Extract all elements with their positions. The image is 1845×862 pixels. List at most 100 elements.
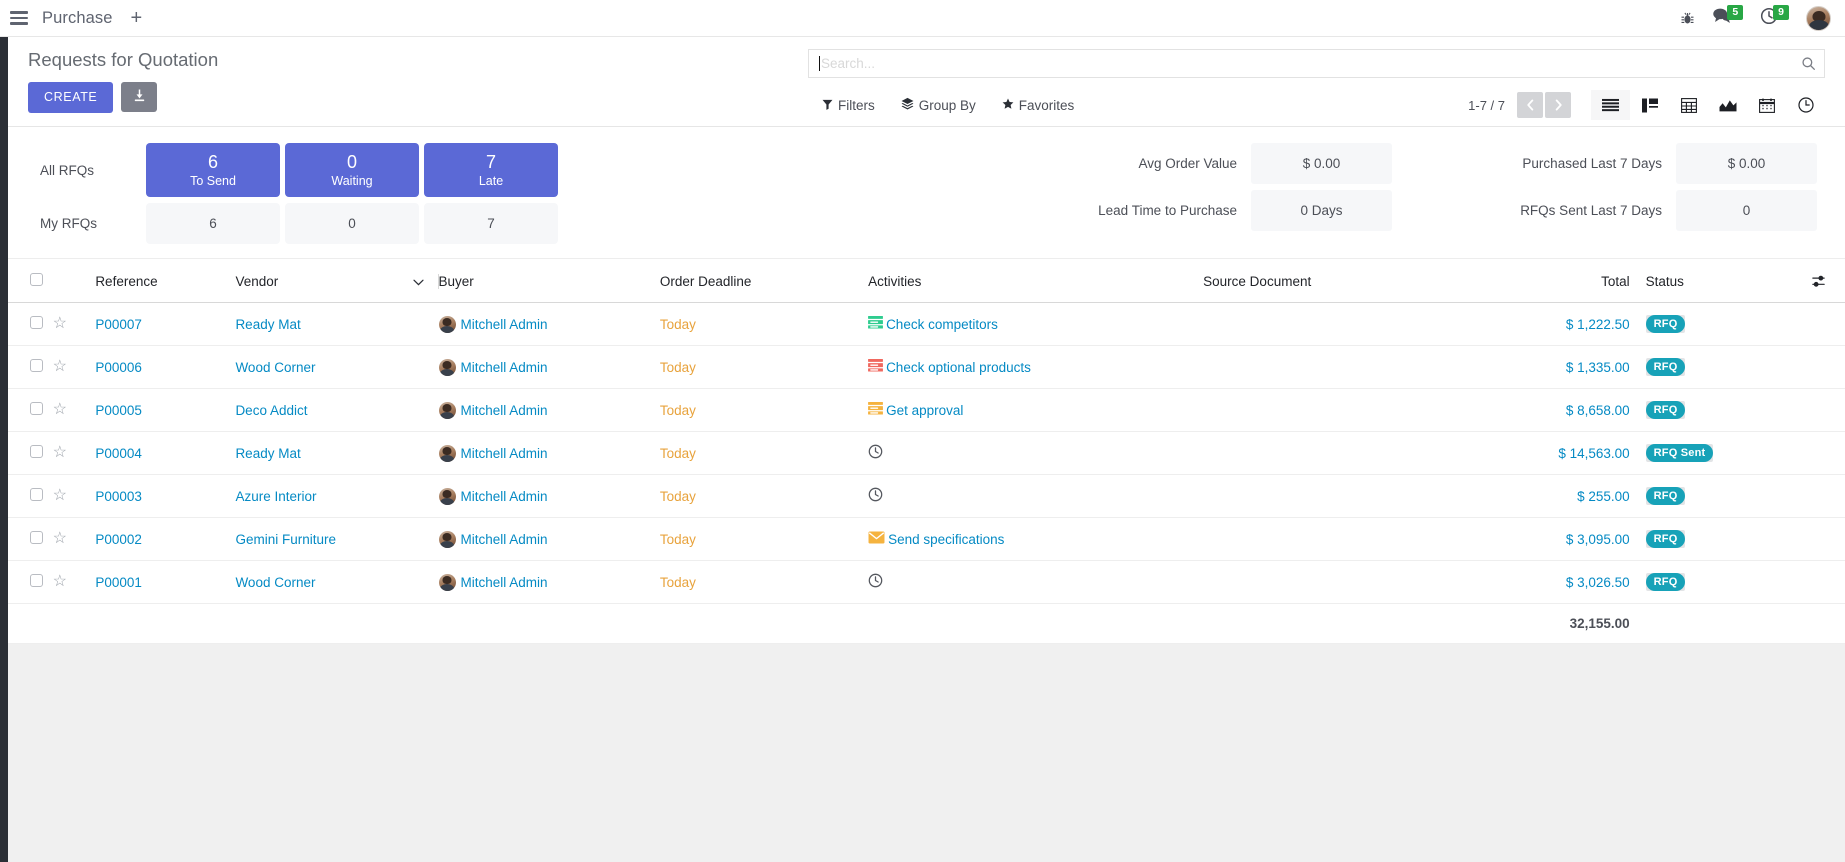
cell-vendor[interactable]: Ready Mat [235,302,439,346]
lead-time-to-purchase-value[interactable]: 0 Days [1251,190,1392,231]
my-tile-waiting[interactable]: 0 [285,203,419,244]
reference-link[interactable]: P00004 [95,445,142,461]
buyer-name[interactable]: Mitchell Admin [460,402,548,418]
checkbox-icon[interactable] [30,359,43,372]
buyer-name[interactable]: Mitchell Admin [460,316,548,332]
cell-reference[interactable]: P00006 [95,345,236,389]
cell-vendor[interactable]: Gemini Furniture [235,517,439,561]
search-bar[interactable]: Search... [808,49,1825,78]
cell-activities[interactable] [868,474,1204,518]
checkbox-icon[interactable] [30,531,43,544]
activity-label[interactable]: Check optional products [886,359,1031,375]
header-order-deadline[interactable]: Order Deadline [659,259,869,303]
cell-vendor[interactable]: Azure Interior [235,474,439,518]
checkbox-icon[interactable] [30,574,43,587]
buyer-name[interactable]: Mitchell Admin [460,359,548,375]
pivot-view-icon[interactable] [1669,90,1708,120]
my-tile-late[interactable]: 7 [424,203,558,244]
table-row[interactable]: ☆ P00003 Azure Interior Mitchell Admin Today… [8,474,1845,518]
checkbox-icon[interactable] [30,402,43,415]
purchased-last-7-days-value[interactable]: $ 0.00 [1676,143,1817,184]
header-activities[interactable]: Activities [868,259,1204,303]
cell-reference[interactable]: P00001 [95,560,236,604]
header-vendor[interactable]: Vendor [235,259,439,303]
my-tile-to-send[interactable]: 6 [146,203,280,244]
activities-counter[interactable]: 9 [1760,4,1789,30]
table-row[interactable]: ☆ P00006 Wood Corner Mitchell Admin Today Che… [8,345,1845,389]
cell-vendor[interactable]: Deco Addict [235,388,439,432]
table-row[interactable]: ☆ P00002 Gemini Furniture Mitchell Admin Tod… [8,517,1845,561]
buyer-name[interactable]: Mitchell Admin [460,531,548,547]
cell-reference[interactable]: P00004 [95,431,236,475]
hamburger-icon[interactable] [10,11,28,25]
cell-buyer[interactable]: Mitchell Admin [438,302,660,346]
cell-buyer[interactable]: Mitchell Admin [438,517,660,561]
cell-activities[interactable]: Check optional products [868,345,1204,389]
plus-icon[interactable]: + [130,7,143,29]
checkbox-icon[interactable] [30,273,43,286]
cell-activities[interactable]: Send specifications [868,517,1204,561]
cell-reference[interactable]: P00002 [95,517,236,561]
cell-buyer[interactable]: Mitchell Admin [438,345,660,389]
cell-vendor[interactable]: Wood Corner [235,560,439,604]
buyer-name[interactable]: Mitchell Admin [460,574,548,590]
checkbox-icon[interactable] [30,316,43,329]
reference-link[interactable]: P00006 [95,359,142,375]
cell-buyer[interactable]: Mitchell Admin [438,431,660,475]
clock-icon[interactable] [868,444,883,462]
search-icon[interactable] [1801,56,1816,71]
buyer-name[interactable]: Mitchell Admin [460,445,548,461]
cell-vendor[interactable]: Ready Mat [235,431,439,475]
import-button[interactable] [121,82,158,113]
cell-vendor[interactable]: Wood Corner [235,345,439,389]
vendor-link[interactable]: Deco Addict [235,402,308,418]
header-total[interactable]: Total [1487,259,1630,303]
group-by-button[interactable]: Group By [901,97,976,113]
reference-link[interactable]: P00001 [95,574,142,590]
cell-activities[interactable] [868,431,1204,475]
cell-buyer[interactable]: Mitchell Admin [438,388,660,432]
graph-view-icon[interactable] [1708,90,1747,120]
pager-next-button[interactable] [1545,92,1571,118]
star-icon[interactable]: ☆ [52,573,68,590]
reference-link[interactable]: P00005 [95,402,142,418]
star-icon[interactable]: ☆ [52,401,68,418]
cell-activities[interactable]: Get approval [868,388,1204,432]
activity-label[interactable]: Send specifications [888,531,1005,547]
vendor-link[interactable]: Wood Corner [235,359,316,375]
cell-buyer[interactable]: Mitchell Admin [438,560,660,604]
reference-link[interactable]: P00003 [95,488,142,504]
checkbox-icon[interactable] [30,445,43,458]
star-icon[interactable]: ☆ [52,530,68,547]
table-row[interactable]: ☆ P00005 Deco Addict Mitchell Admin Today Get… [8,388,1845,432]
vendor-link[interactable]: Azure Interior [235,488,317,504]
calendar-view-icon[interactable] [1747,90,1786,120]
search-input[interactable]: Search... [821,56,876,71]
rfqs-sent-last-7-days-value[interactable]: 0 [1676,190,1817,231]
table-row[interactable]: ☆ P00004 Ready Mat Mitchell Admin Today $ 14,… [8,431,1845,475]
column-options-icon[interactable] [1792,274,1845,289]
tile-waiting[interactable]: 0 Waiting [285,143,419,197]
clock-icon[interactable] [868,573,883,591]
header-reference[interactable]: Reference [95,259,236,303]
messages-counter[interactable]: 5 [1712,4,1744,29]
cell-activities[interactable] [868,560,1204,604]
tile-late[interactable]: 7 Late [424,143,558,197]
activity-clock-view-icon[interactable] [1786,90,1825,120]
kanban-view-icon[interactable] [1630,90,1669,120]
vendor-link[interactable]: Ready Mat [235,316,301,332]
list-view-icon[interactable] [1591,90,1630,120]
pager-previous-button[interactable] [1517,92,1543,118]
app-title[interactable]: Purchase [42,8,113,27]
star-icon[interactable]: ☆ [52,487,68,504]
avg-order-value-value[interactable]: $ 0.00 [1251,143,1392,184]
star-icon[interactable]: ☆ [52,315,68,332]
header-buyer[interactable]: Buyer [438,259,660,303]
star-icon[interactable]: ☆ [52,358,68,375]
filters-button[interactable]: Filters [822,97,875,113]
create-button[interactable]: CREATE [28,82,114,113]
clock-icon[interactable] [868,487,883,505]
reference-link[interactable]: P00002 [95,531,142,547]
cell-reference[interactable]: P00003 [95,474,236,518]
cell-activities[interactable]: Check competitors [868,302,1204,346]
